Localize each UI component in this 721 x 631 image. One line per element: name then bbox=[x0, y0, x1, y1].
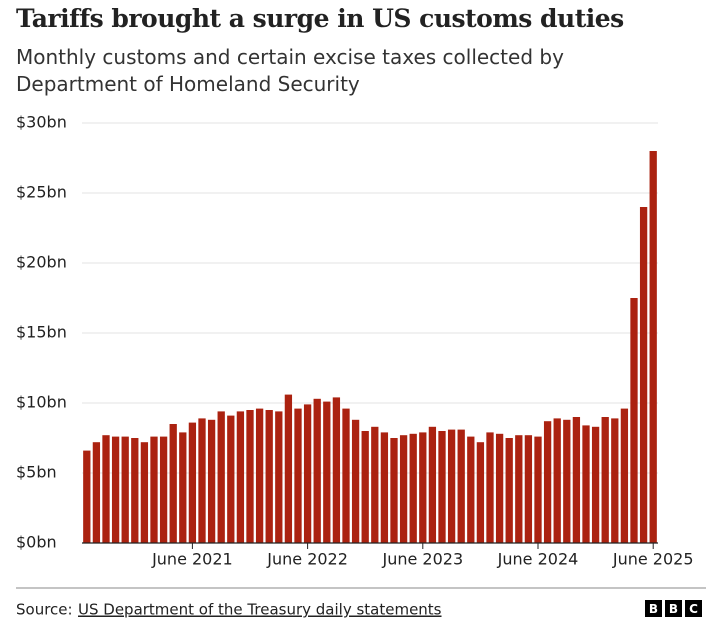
bar bbox=[275, 411, 283, 543]
bar bbox=[265, 410, 273, 543]
bar bbox=[563, 419, 571, 543]
y-tick-label: $5bn bbox=[16, 463, 57, 482]
y-tick-label: $15bn bbox=[16, 323, 67, 342]
bar bbox=[198, 418, 206, 543]
x-tick-label: June 2022 bbox=[266, 550, 348, 569]
bar bbox=[351, 419, 360, 543]
y-tick-label: $10bn bbox=[16, 393, 67, 412]
bar bbox=[92, 442, 101, 543]
bar bbox=[284, 394, 293, 543]
bar bbox=[371, 426, 379, 543]
bar bbox=[428, 426, 437, 543]
x-tick-label: June 2025 bbox=[612, 550, 694, 569]
bar bbox=[438, 431, 446, 543]
y-tick-label: $0bn bbox=[16, 533, 57, 552]
bar bbox=[447, 429, 456, 543]
y-tick-label: $30bn bbox=[16, 113, 67, 132]
bar bbox=[630, 298, 638, 543]
bar bbox=[582, 425, 590, 543]
bar bbox=[323, 401, 331, 543]
x-tick-label: June 2023 bbox=[381, 550, 463, 569]
bar bbox=[294, 408, 302, 543]
bar bbox=[620, 408, 629, 543]
x-tick-label: June 2024 bbox=[497, 550, 579, 569]
x-tick-label: June 2021 bbox=[151, 550, 233, 569]
bar bbox=[179, 432, 187, 543]
bar bbox=[591, 426, 600, 543]
bar bbox=[380, 432, 389, 543]
source-label: Source: bbox=[16, 601, 73, 619]
logo-letter: C bbox=[689, 602, 698, 616]
source-link[interactable]: US Department of the Treasury daily stat… bbox=[78, 601, 442, 619]
bar bbox=[649, 151, 657, 543]
bar bbox=[140, 442, 149, 543]
logo-block bbox=[645, 600, 662, 617]
y-tick-label: $25bn bbox=[16, 183, 67, 202]
bar bbox=[476, 442, 485, 543]
bar bbox=[255, 408, 264, 543]
chart-subtitle: Monthly customs and certain excise taxes… bbox=[16, 45, 564, 96]
bar bbox=[639, 207, 648, 543]
bar bbox=[313, 398, 321, 543]
bar bbox=[159, 436, 168, 543]
bar bbox=[121, 436, 129, 543]
bar bbox=[188, 422, 197, 543]
bar bbox=[505, 438, 513, 543]
logo-block bbox=[665, 600, 682, 617]
bar bbox=[169, 424, 177, 543]
bar bbox=[207, 419, 216, 543]
bar bbox=[601, 417, 609, 543]
bar bbox=[102, 435, 110, 543]
bar bbox=[495, 433, 504, 543]
bar bbox=[534, 436, 542, 543]
bar bbox=[553, 418, 561, 543]
bar bbox=[390, 438, 398, 543]
bar bbox=[486, 432, 494, 543]
bar bbox=[236, 411, 245, 543]
bar bbox=[515, 435, 523, 543]
bar bbox=[217, 411, 225, 543]
bar bbox=[111, 436, 120, 543]
bar bbox=[467, 436, 475, 543]
bar bbox=[572, 417, 581, 543]
bar bbox=[409, 433, 417, 543]
bar bbox=[303, 404, 312, 543]
bar bbox=[457, 429, 465, 543]
y-tick-label: $20bn bbox=[16, 253, 67, 272]
bar bbox=[524, 435, 533, 543]
bar bbox=[131, 438, 139, 543]
bar bbox=[419, 432, 427, 543]
bar bbox=[332, 397, 341, 543]
bar bbox=[361, 431, 369, 543]
logo-block bbox=[685, 600, 702, 617]
logo-letter: B bbox=[649, 602, 658, 616]
bar bbox=[246, 410, 254, 543]
logo-letter: B bbox=[669, 602, 678, 616]
bar bbox=[227, 415, 235, 543]
bar bbox=[543, 421, 552, 543]
chart-title: Tariffs brought a surge in US customs du… bbox=[16, 4, 624, 33]
bar bbox=[150, 436, 158, 543]
bar bbox=[611, 418, 619, 543]
bar bbox=[342, 408, 350, 543]
bar bbox=[83, 450, 91, 543]
bar bbox=[399, 435, 408, 543]
